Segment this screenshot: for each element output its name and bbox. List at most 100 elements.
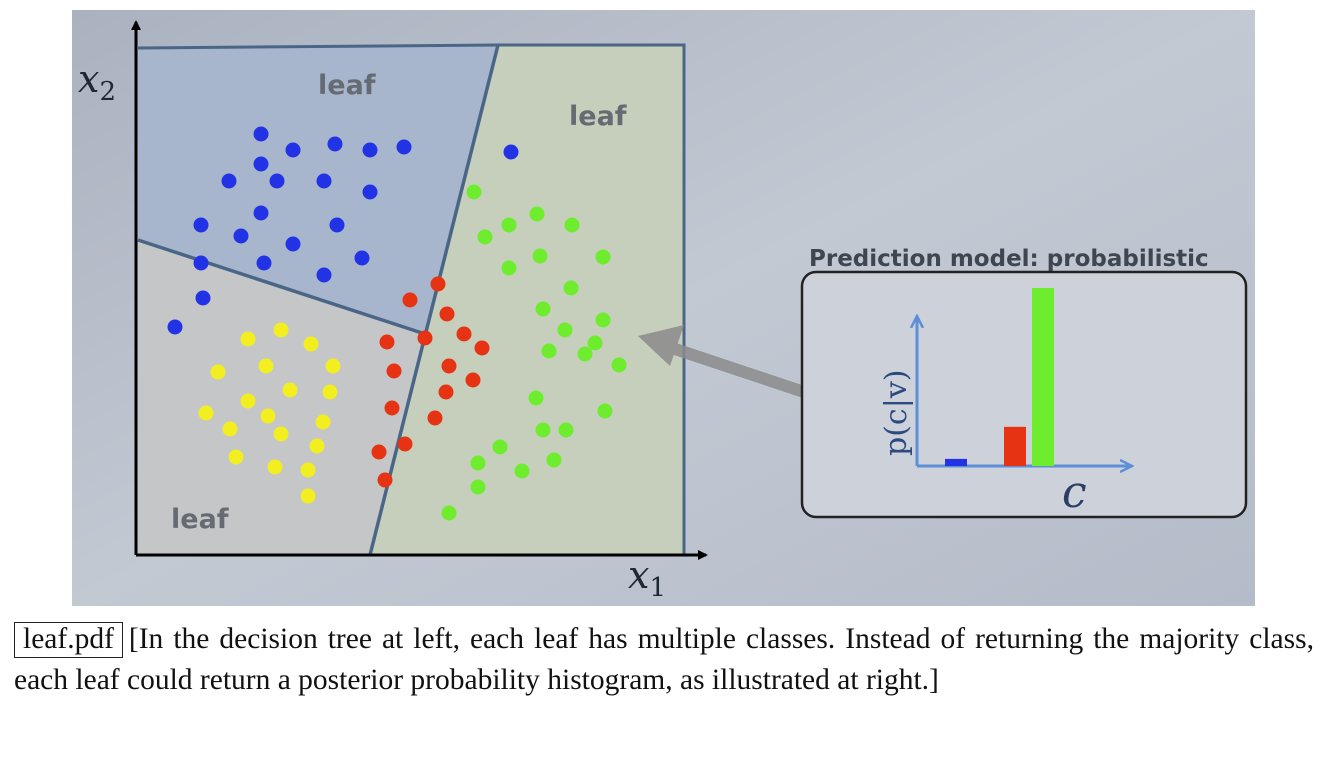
point-green: [529, 206, 545, 222]
point-red: [465, 372, 481, 388]
point-blue: [253, 205, 269, 221]
point-blue: [256, 255, 272, 271]
point-green: [532, 248, 548, 264]
point-red: [377, 472, 393, 488]
points-red: [371, 276, 490, 488]
point-green: [577, 346, 593, 362]
point-blue: [221, 173, 237, 189]
point-red: [441, 358, 457, 374]
point-red: [456, 326, 472, 342]
point-green: [501, 260, 517, 276]
point-yellow: [240, 331, 256, 347]
panel-y-axis-label: p(c|v): [879, 370, 914, 456]
point-blue: [253, 156, 269, 172]
decision-tree-leaf-figure: x2 x1 leaf leaf leaf: [72, 10, 1255, 606]
panel-x-axis-label: c: [1062, 467, 1087, 518]
point-yellow: [260, 408, 276, 424]
point-yellow: [273, 426, 289, 442]
points-blue: [167, 126, 519, 335]
point-red: [379, 334, 395, 350]
point-green: [514, 463, 530, 479]
prediction-panel-title: Prediction model: probabilistic: [809, 246, 1209, 272]
caption-filename: leaf.pdf: [14, 622, 123, 658]
x-axis-label: x1: [628, 553, 666, 603]
top-boundary: [137, 43, 686, 555]
split-line-vertical: [368, 44, 500, 556]
point-red: [438, 384, 454, 400]
point-yellow: [210, 364, 226, 380]
point-red: [439, 306, 455, 322]
point-yellow: [198, 405, 214, 421]
point-green: [470, 455, 486, 471]
point-green: [587, 335, 603, 351]
point-yellow: [300, 462, 316, 478]
bar-green: [1032, 288, 1054, 466]
point-red: [402, 292, 418, 308]
leaf-label-top-left: leaf: [318, 70, 376, 101]
point-green: [535, 301, 551, 317]
point-blue: [362, 184, 378, 200]
point-green: [470, 479, 486, 495]
y-axis-label: x2: [78, 57, 116, 107]
point-yellow: [240, 393, 256, 409]
point-yellow: [315, 414, 331, 430]
point-green: [535, 422, 551, 438]
point-red: [384, 400, 400, 416]
leaf-label-top-right: leaf: [569, 101, 627, 132]
point-green: [563, 280, 579, 296]
point-green: [611, 357, 627, 373]
prediction-panel-box: [800, 270, 1248, 519]
point-blue: [316, 173, 332, 189]
point-yellow: [258, 358, 274, 374]
point-green: [466, 184, 482, 200]
region-top-left: [138, 45, 498, 334]
point-yellow: [282, 382, 298, 398]
point-red: [427, 410, 443, 426]
point-green: [541, 343, 557, 359]
point-blue: [285, 142, 301, 158]
point-red: [474, 340, 490, 356]
point-blue: [253, 126, 269, 142]
point-yellow: [322, 384, 338, 400]
region-bottom-left: [138, 240, 425, 555]
point-green: [492, 439, 508, 455]
point-green: [528, 390, 544, 406]
point-yellow: [325, 358, 341, 374]
point-yellow: [222, 421, 238, 437]
point-red: [371, 444, 387, 460]
point-blue: [167, 319, 183, 335]
point-yellow: [300, 488, 316, 504]
point-green: [595, 249, 611, 265]
point-red: [386, 363, 402, 379]
point-yellow: [309, 438, 325, 454]
bar-blue: [945, 458, 967, 466]
split-line-horizontal: [137, 238, 426, 336]
point-green: [558, 422, 574, 438]
point-red: [430, 276, 446, 292]
point-red: [417, 330, 433, 346]
point-blue: [316, 267, 332, 283]
figure-caption: leaf.pdf [In the decision tree at left, e…: [14, 619, 1314, 701]
leaf-label-bottom-left: leaf: [171, 504, 229, 535]
point-yellow: [267, 459, 283, 475]
point-blue: [269, 173, 285, 189]
point-yellow: [228, 449, 244, 465]
point-green: [564, 217, 580, 233]
point-blue: [327, 136, 343, 152]
point-green: [441, 505, 457, 521]
point-green: [546, 452, 562, 468]
point-blue: [285, 236, 301, 252]
point-blue: [193, 255, 209, 271]
point-blue: [503, 144, 519, 160]
point-green: [557, 322, 573, 338]
point-blue: [396, 139, 412, 155]
point-blue: [362, 142, 378, 158]
point-green: [595, 312, 611, 328]
bar-red: [1004, 426, 1026, 466]
point-green: [501, 217, 517, 233]
point-blue: [354, 250, 370, 266]
point-yellow: [303, 336, 319, 352]
point-green: [597, 403, 613, 419]
point-blue: [233, 228, 249, 244]
point-red: [397, 436, 413, 452]
